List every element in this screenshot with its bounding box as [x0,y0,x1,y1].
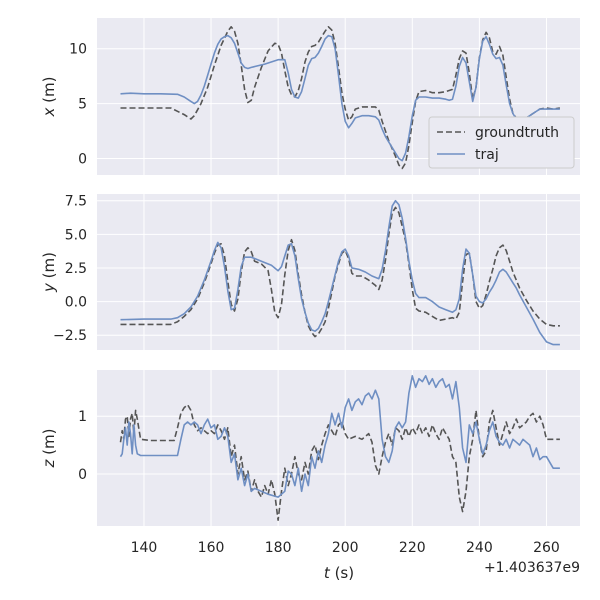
y-tick-label: 0 [78,467,87,483]
x-tick-label: 160 [198,540,225,556]
panel-y: −2.5 0.0 2.5 5.0 7.5 y (m) [40,194,580,350]
y-tick-label: 10 [69,42,87,58]
y-tick-label: 0.0 [65,295,87,311]
plot-area [97,370,580,526]
y-tick-label: 0 [78,152,87,168]
x-tick-label: 180 [265,540,292,556]
x-tick-label: 140 [131,540,158,556]
legend-entry: traj [475,147,499,163]
x-tick-label: 220 [399,540,426,556]
y-tick-label: 1 [78,409,87,425]
plot-area [97,194,580,350]
series-line-traj [120,199,560,346]
y-tick-label: 5 [78,97,87,113]
x-tick-label: 260 [533,540,560,556]
series-line-groundtruth [120,206,560,338]
legend-box [428,116,575,169]
y-tick-label: 5.0 [65,227,87,243]
y-axis-label: x (m) [40,77,58,118]
x-tick-label: 240 [466,540,493,556]
y-tick-label: −2.5 [53,328,87,344]
panel-z: 0 1 z (m) [40,370,580,526]
y-axis-label: z (m) [40,429,58,469]
series-line-groundtruth [120,26,561,170]
y-tick-label: 7.5 [65,194,87,210]
axis-labels: 140 160 180 200 220 240 260 t (s) +1.403637e9 [131,540,580,582]
series-line-traj [120,34,560,162]
x-tick-label: 200 [332,540,359,556]
x-axis-label: t (s) [324,564,354,582]
legend-entry: groundtruth [475,125,559,141]
legend: groundtruth traj [428,116,575,169]
x-offset-text: +1.403637e9 [484,560,580,576]
y-axis-label: y (m) [40,252,58,293]
y-tick-label: 2.5 [65,261,87,277]
series-line-groundtruth [119,403,560,521]
panel-x: 0 5 10 x (m) groundtruth traj [40,18,580,175]
series-line-traj [119,375,560,498]
